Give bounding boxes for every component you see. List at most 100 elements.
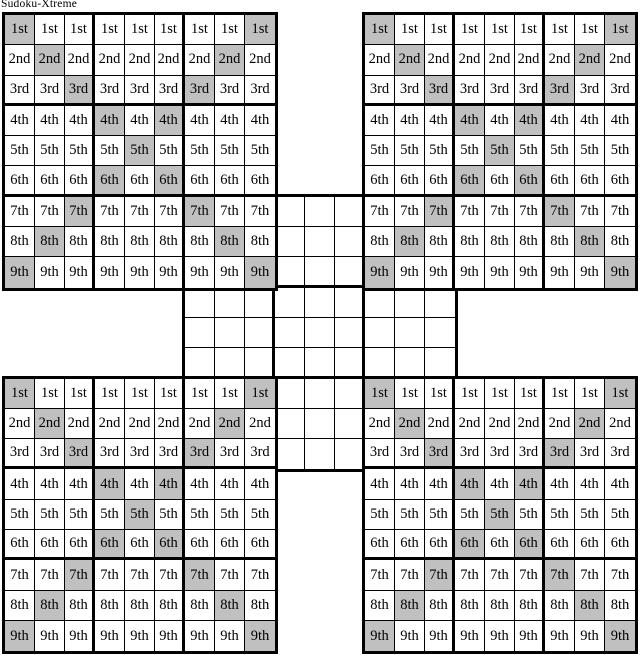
cell: 7th: [185, 560, 215, 591]
cell: 5th: [155, 499, 185, 531]
cell: 9th: [455, 257, 485, 288]
cell: 7th: [395, 560, 425, 591]
cell: 4th: [155, 469, 185, 500]
cell: 6th: [185, 530, 215, 561]
cell: 3rd: [605, 75, 635, 106]
cell: 8th: [605, 590, 635, 621]
cell: 1st: [125, 15, 155, 46]
empty-cell: [215, 348, 245, 379]
cell: 5th: [485, 136, 515, 167]
cell: 6th: [35, 166, 65, 197]
cell: 9th: [185, 620, 215, 652]
cell: 6th: [545, 530, 575, 561]
cell: 9th: [485, 620, 515, 652]
empty-cell: [305, 378, 335, 409]
cell: 1st: [425, 378, 455, 409]
cell: 4th: [125, 105, 155, 137]
cell: 8th: [65, 590, 95, 621]
cell: 7th: [155, 196, 185, 228]
cell: 7th: [605, 196, 635, 228]
cell: 4th: [5, 469, 35, 500]
cell: 8th: [425, 227, 455, 258]
empty-cell: [425, 317, 455, 349]
cell: 5th: [485, 499, 515, 531]
empty-cell: [335, 257, 365, 288]
cell: 3rd: [575, 75, 605, 106]
grid-top-right: 1st 1st 1st 1st 1st 1st 1st 1st 1st 2nd 2nd 2nd 2nd 2…: [362, 12, 638, 291]
cell: 9th: [125, 257, 155, 288]
cell: 7th: [395, 196, 425, 228]
cell: 4th: [425, 105, 455, 137]
empty-cell: [395, 317, 425, 349]
cell: 1st: [125, 378, 155, 409]
cell: 7th: [545, 196, 575, 228]
empty-cell: [185, 317, 215, 349]
empty-cell: [275, 287, 305, 318]
cell: 5th: [425, 499, 455, 531]
empty-cell: [275, 196, 305, 228]
cell: 2nd: [545, 408, 575, 440]
cell: 8th: [95, 590, 125, 621]
cell: 4th: [35, 105, 65, 137]
cell: 2nd: [65, 408, 95, 440]
empty-cell: [245, 317, 275, 349]
empty-cell: [215, 317, 245, 349]
cell: 2nd: [365, 408, 395, 440]
cell: 6th: [515, 530, 545, 561]
cell: 7th: [455, 560, 485, 591]
empty-cell: [365, 287, 395, 318]
cell: 2nd: [605, 45, 635, 76]
cell: 9th: [425, 620, 455, 652]
empty-cell: [335, 317, 365, 349]
cell: 1st: [365, 378, 395, 409]
cell: 4th: [95, 469, 125, 500]
empty-cell: [275, 257, 305, 288]
cell: 4th: [545, 105, 575, 137]
cell: 3rd: [515, 75, 545, 106]
cell: 9th: [245, 257, 275, 288]
cell: 5th: [35, 136, 65, 167]
cell: 3rd: [5, 439, 35, 470]
cell: 3rd: [185, 439, 215, 470]
cell: 6th: [365, 530, 395, 561]
cell: 8th: [455, 590, 485, 621]
cell: 2nd: [575, 408, 605, 440]
cell: 2nd: [185, 45, 215, 76]
cell: 2nd: [5, 45, 35, 76]
cell: 5th: [365, 136, 395, 167]
cell: 1st: [5, 15, 35, 46]
cell: 8th: [365, 227, 395, 258]
cell: 6th: [485, 530, 515, 561]
cell: 3rd: [35, 75, 65, 106]
cell: 1st: [245, 15, 275, 46]
cell: 9th: [155, 620, 185, 652]
empty-cell: [365, 348, 395, 379]
cell: 6th: [455, 530, 485, 561]
cell: 2nd: [425, 408, 455, 440]
cell: 6th: [125, 166, 155, 197]
cell: 7th: [125, 560, 155, 591]
cell: 1st: [95, 15, 125, 46]
cell: 6th: [605, 166, 635, 197]
cell: 2nd: [485, 45, 515, 76]
cell: 2nd: [515, 408, 545, 440]
empty-cell: [335, 348, 365, 379]
cell: 6th: [5, 530, 35, 561]
cell: 5th: [395, 136, 425, 167]
cell: 9th: [545, 257, 575, 288]
empty-cell: [335, 408, 365, 440]
cell: 5th: [575, 499, 605, 531]
cell: 8th: [185, 227, 215, 258]
cell: 3rd: [185, 75, 215, 106]
cell: 1st: [155, 15, 185, 46]
empty-cell: [185, 348, 215, 379]
cell: 5th: [605, 499, 635, 531]
empty-cell: [425, 287, 455, 318]
cell: 9th: [365, 257, 395, 288]
cell: 8th: [215, 227, 245, 258]
cell: 3rd: [125, 75, 155, 106]
empty-cell: [335, 227, 365, 258]
cell: 2nd: [575, 45, 605, 76]
cell: 5th: [155, 136, 185, 167]
cell: 8th: [395, 227, 425, 258]
